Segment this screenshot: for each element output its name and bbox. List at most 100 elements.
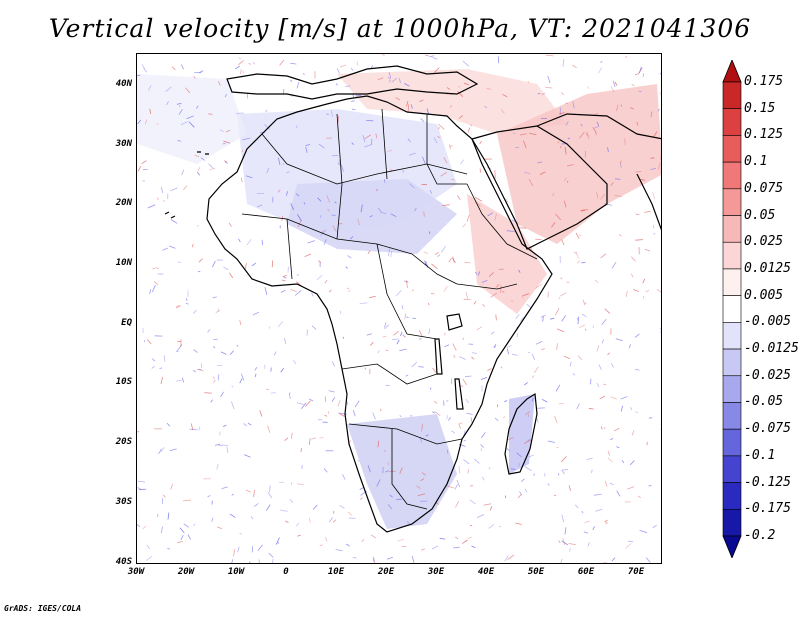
velocity-speckle [477,514,485,518]
velocity-speckle [645,557,651,563]
velocity-speckle [245,489,251,493]
velocity-speckle [187,534,191,540]
velocity-speckle [296,483,304,486]
velocity-speckle [149,289,152,295]
velocity-speckle [305,144,311,147]
velocity-speckle [175,305,182,309]
velocity-speckle [634,333,640,338]
velocity-speckle [170,483,174,490]
velocity-speckle [282,162,285,165]
velocity-speckle [540,314,546,318]
velocity-speckle [288,392,291,399]
velocity-speckle [558,296,560,300]
velocity-speckle [386,556,393,560]
velocity-speckle [291,432,293,439]
colorbar-bin [722,375,742,403]
velocity-speckle [162,247,168,251]
velocity-speckle [434,400,438,404]
velocity-speckle [561,540,569,546]
velocity-speckle [145,555,153,561]
velocity-speckle [596,192,599,199]
colorbar-bin [722,455,742,483]
velocity-speckle [512,353,518,356]
velocity-speckle [216,463,219,470]
velocity-speckle [307,564,310,565]
velocity-speckle [141,64,145,69]
velocity-speckle [218,80,221,86]
velocity-speckle [384,322,387,328]
velocity-speckle [338,412,345,417]
velocity-speckle [339,504,345,509]
velocity-speckle [408,152,416,156]
velocity-speckle [596,345,600,352]
velocity-speckle [279,59,285,66]
velocity-speckle [432,367,437,373]
velocity-speckle [405,375,409,377]
velocity-speckle [162,494,166,498]
velocity-speckle [278,157,281,165]
velocity-speckle [180,121,188,126]
velocity-speckle [193,309,197,314]
velocity-speckle [466,214,470,222]
velocity-speckle [480,444,485,448]
velocity-speckle [218,444,222,447]
map-panel [136,53,662,564]
velocity-speckle [264,124,270,130]
velocity-speckle [417,493,426,497]
velocity-speckle [486,87,492,90]
velocity-speckle [565,120,569,126]
velocity-speckle [431,263,438,270]
velocity-speckle [594,112,599,115]
velocity-speckle [645,289,650,293]
velocity-speckle [469,524,473,527]
velocity-speckle [616,104,619,112]
velocity-speckle [495,284,500,288]
velocity-speckle [462,60,470,67]
velocity-speckle [387,149,393,153]
velocity-speckle [283,276,287,279]
velocity-speckle [257,544,263,552]
velocity-speckle [235,65,241,70]
velocity-speckle [495,314,497,321]
velocity-speckle [247,422,252,426]
velocity-speckle [584,520,590,524]
velocity-speckle [551,222,556,228]
velocity-speckle [149,108,152,115]
velocity-speckle [561,469,569,471]
lat-label: 40N [115,79,132,89]
velocity-speckle [328,517,334,523]
colorbar-label: 0.025 [744,234,784,250]
velocity-speckle [266,167,270,174]
colorbar-label: -0.125 [744,474,791,490]
velocity-speckle [295,193,300,197]
india-coastline [636,173,661,231]
velocity-speckle [347,511,352,516]
velocity-speckle [610,362,614,368]
med-positive-patch [337,69,567,134]
colorbar-bin [722,161,742,190]
velocity-speckle [176,379,182,382]
velocity-speckle [231,401,235,410]
velocity-speckle [588,407,594,410]
velocity-speckle [619,163,622,168]
velocity-speckle [170,187,178,192]
colorbar-label: -0.1 [744,447,776,463]
velocity-speckle [406,280,408,289]
velocity-speckle [556,446,559,449]
velocity-speckle [438,127,440,130]
velocity-speckle [137,480,146,483]
velocity-speckle [268,326,271,329]
velocity-speckle [361,539,365,543]
velocity-speckle [448,257,452,263]
velocity-speckle [364,367,367,370]
border-line [336,113,343,240]
velocity-speckle [591,469,593,473]
velocity-speckle [471,545,476,548]
velocity-speckle [610,182,614,186]
velocity-speckle [616,446,620,449]
velocity-speckle [448,416,451,421]
velocity-speckle [487,212,494,217]
velocity-speckle [303,202,306,205]
lon-label: 60E [577,567,595,577]
velocity-speckle [451,430,456,434]
